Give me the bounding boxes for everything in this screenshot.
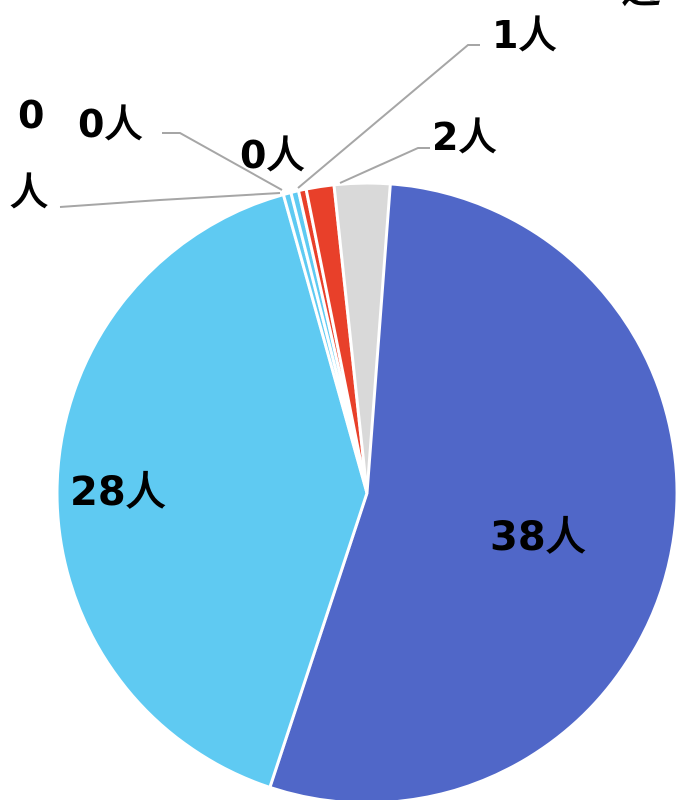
- pie-slice-6: [332, 181, 392, 494]
- label-two: 2人: [432, 115, 496, 159]
- pie-slice-1: [55, 192, 369, 790]
- label-zero-left-digit: 0: [18, 93, 44, 137]
- leader-line-zero-left: [59, 192, 281, 208]
- label-28: 28人: [70, 469, 166, 515]
- label-zero-mid: 0人: [240, 133, 304, 177]
- partial-text: 過: [622, 0, 661, 11]
- data-labels: 38人 28人 0 人 0人 0人 1人 2人 過: [10, 0, 661, 560]
- leader-line-one: [297, 44, 480, 189]
- label-zero-left-unit: 人: [10, 170, 48, 214]
- label-zero-upper: 0人: [78, 102, 142, 146]
- pie-slices: [55, 181, 677, 800]
- label-38: 38人: [490, 514, 586, 560]
- leader-line-zero-upper: [162, 132, 283, 191]
- leader-lines: [59, 44, 480, 208]
- leader-line-two: [339, 147, 430, 184]
- label-one: 1人: [492, 13, 556, 57]
